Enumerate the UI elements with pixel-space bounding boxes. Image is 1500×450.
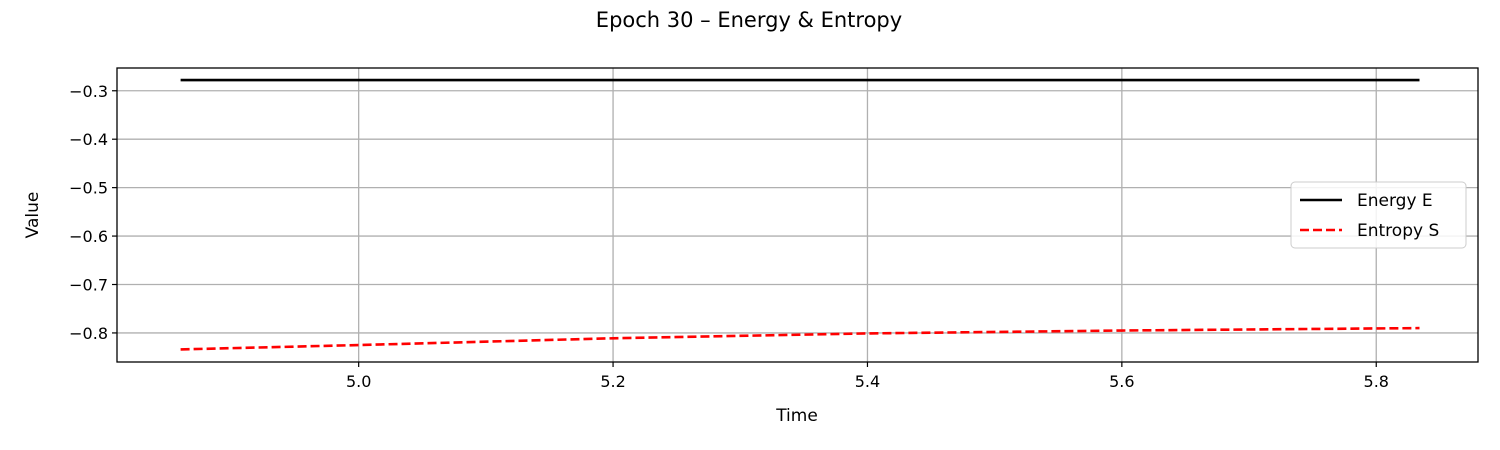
x-axis-ticks: 5.0 5.2 5.4 5.6 5.8 — [346, 362, 1389, 391]
series-lines — [180, 78, 1420, 351]
legend-box — [1290, 181, 1467, 249]
y-axis-label: Value — [23, 192, 43, 239]
x-tick-label: 5.2 — [600, 372, 625, 391]
x-tick-label: 5.4 — [855, 372, 880, 391]
y-tick-label: −0.6 — [69, 227, 108, 246]
x-tick-label: 5.0 — [346, 372, 371, 391]
y-tick-label: −0.4 — [69, 130, 108, 149]
x-tick-label: 5.8 — [1364, 372, 1389, 391]
plot-area-frame — [116, 67, 1479, 363]
y-tick-label: −0.3 — [69, 82, 108, 101]
series-line-entropy-s — [180, 326, 1420, 351]
x-tick-label: 5.6 — [1109, 372, 1134, 391]
legend-label: Energy E — [1357, 191, 1433, 211]
legend-label: Entropy S — [1357, 221, 1439, 241]
chart-title: Epoch 30 – Energy & Entropy — [596, 8, 902, 32]
grid-lines — [117, 68, 1478, 362]
y-axis-ticks: −0.3 −0.4 −0.5 −0.6 −0.7 −0.8 — [69, 82, 117, 343]
y-tick-label: −0.7 — [69, 276, 108, 295]
y-tick-label: −0.8 — [69, 324, 108, 343]
x-axis-label: Time — [775, 406, 818, 426]
legend: Energy E Entropy S — [1290, 181, 1467, 249]
y-tick-label: −0.5 — [69, 179, 108, 198]
